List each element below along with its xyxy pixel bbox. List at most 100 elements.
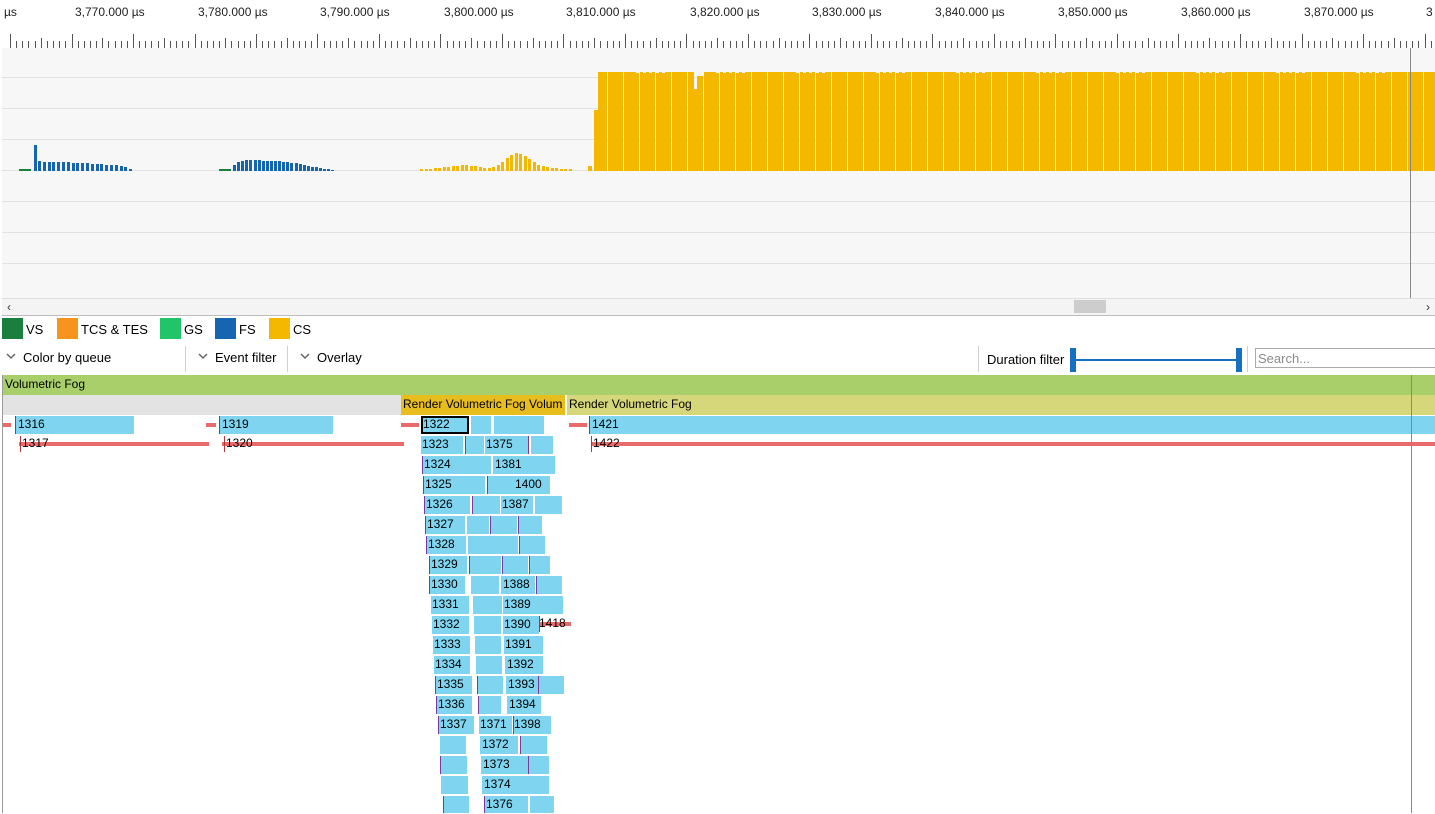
event-1389[interactable]: 1389 (503, 596, 563, 614)
horizontal-scrollbar[interactable]: ‹ › (2, 298, 1435, 316)
event-1381[interactable]: 1381 (493, 456, 555, 474)
event-block[interactable] (535, 496, 562, 514)
event-1331[interactable]: 1331 (431, 596, 469, 614)
event-1336[interactable]: 1336 (436, 696, 472, 714)
ruler-tick (1369, 41, 1370, 48)
event-1323[interactable]: 1323 (421, 436, 463, 454)
event-1319[interactable]: 1319 (219, 416, 333, 434)
occupancy-bar (912, 72, 915, 171)
time-ruler[interactable]: µs 3,770.000 µs 3,780.000 µs 3,790.000 µ… (2, 0, 1435, 49)
event-filter-dropdown[interactable]: Event filter (198, 350, 276, 370)
event-block[interactable] (494, 416, 544, 434)
event-1372[interactable]: 1372 (480, 736, 518, 754)
region-volumetric-fog[interactable]: Volumetric Fog (3, 375, 1435, 395)
event-block[interactable] (520, 736, 547, 754)
event-block[interactable] (440, 756, 467, 774)
event-1418[interactable] (539, 622, 571, 626)
event-1337[interactable]: 1337 (438, 716, 474, 734)
event-1334[interactable]: 1334 (434, 656, 470, 674)
event-1325[interactable]: 1325 (423, 476, 485, 494)
event-block[interactable] (531, 436, 553, 454)
event-block[interactable] (469, 556, 501, 574)
barrier-line[interactable] (3, 423, 11, 427)
event-block[interactable] (519, 536, 545, 554)
event-block[interactable] (478, 696, 501, 714)
event-1398[interactable]: 1398 (513, 716, 551, 734)
event-block[interactable] (467, 516, 489, 534)
event-block[interactable] (475, 636, 501, 654)
color-by-queue-dropdown[interactable]: Color by queue (6, 350, 111, 370)
event-1330[interactable]: 1330 (429, 576, 465, 594)
event-1387[interactable]: 1387 (501, 496, 533, 514)
ruler-tick (1406, 41, 1407, 48)
event-1327[interactable]: 1327 (425, 516, 465, 534)
scroll-right-icon[interactable]: › (1426, 300, 1430, 314)
occupancy-bar (1248, 72, 1251, 171)
event-1373[interactable]: 1373 (481, 756, 549, 774)
event-1392[interactable]: 1392 (505, 656, 543, 674)
event-block[interactable] (471, 576, 499, 594)
ruler-tick (1240, 34, 1241, 48)
wavefront-occupancy-graph[interactable] (2, 48, 1435, 298)
occupancy-bar (793, 72, 796, 171)
event-block[interactable] (476, 656, 502, 674)
event-1320[interactable] (222, 442, 404, 446)
ruler-tick (324, 41, 325, 48)
event-timeline[interactable]: Volumetric Fog Render Volumetric Fog Vol… (2, 375, 1435, 813)
event-1329[interactable]: 1329 (429, 556, 467, 574)
event-1421[interactable]: 1421 (589, 416, 1435, 434)
region-render-volumetric-fog-1[interactable]: Render Volumetric Fog Volum (401, 395, 565, 415)
duration-filter-slider[interactable] (1070, 348, 1242, 372)
event-1371[interactable]: 1371 (479, 716, 512, 734)
scroll-left-icon[interactable]: ‹ (7, 300, 11, 314)
event-1422[interactable] (591, 442, 1435, 446)
event-block[interactable] (502, 556, 528, 574)
event-block[interactable] (471, 416, 491, 434)
event-block[interactable] (474, 616, 501, 634)
scrollbar-thumb[interactable] (1074, 300, 1106, 313)
event-1326[interactable]: 1326 (424, 496, 470, 514)
event-1324[interactable]: 1324 (422, 456, 491, 474)
event-1375[interactable]: 1375 (485, 436, 529, 454)
event-1328[interactable]: 1328 (426, 536, 466, 554)
event-1394[interactable]: 1394 (507, 696, 541, 714)
event-1332[interactable]: 1332 (432, 616, 469, 634)
event-1390[interactable]: 1390 (503, 616, 539, 634)
event-1333[interactable]: 1333 (433, 636, 470, 654)
event-1376[interactable]: 1376 (484, 796, 528, 813)
event-block[interactable] (443, 796, 469, 813)
event-block[interactable] (472, 496, 500, 514)
occupancy-bar (1001, 72, 1004, 171)
event-block[interactable] (536, 576, 562, 594)
region-render-volumetric-fog-2[interactable]: Render Volumetric Fog (567, 395, 1435, 415)
event-1374[interactable]: 1374 (482, 776, 549, 794)
event-1317[interactable] (19, 442, 209, 446)
event-block[interactable] (473, 596, 502, 614)
ruler-tick (791, 41, 792, 48)
event-block[interactable] (518, 516, 542, 534)
event-block[interactable] (465, 436, 484, 454)
event-1388[interactable]: 1388 (501, 576, 535, 594)
event-block[interactable] (468, 536, 518, 554)
event-1335[interactable]: 1335 (435, 676, 472, 694)
event-1322[interactable]: 1322 (421, 416, 469, 434)
barrier-line[interactable] (401, 423, 419, 427)
search-input[interactable] (1255, 348, 1435, 368)
barrier-line[interactable] (569, 423, 587, 427)
event-block[interactable] (530, 796, 554, 813)
event-block[interactable] (477, 676, 503, 694)
event-1391[interactable]: 1391 (504, 636, 543, 654)
event-block[interactable] (440, 736, 466, 754)
barrier-line[interactable] (206, 423, 216, 427)
slider-min-handle[interactable] (1070, 348, 1076, 372)
event-block[interactable] (441, 776, 468, 794)
event-1400[interactable]: 1400 (487, 476, 550, 494)
occupancy-bar (1417, 72, 1420, 171)
event-block[interactable] (529, 556, 550, 574)
event-block[interactable] (490, 516, 517, 534)
overlay-dropdown[interactable]: Overlay (300, 350, 362, 370)
event-1316[interactable]: 1316 (15, 416, 134, 434)
event-1393[interactable]: 1393 (506, 676, 564, 694)
ruler-tick (348, 38, 349, 48)
slider-max-handle[interactable] (1236, 348, 1242, 372)
